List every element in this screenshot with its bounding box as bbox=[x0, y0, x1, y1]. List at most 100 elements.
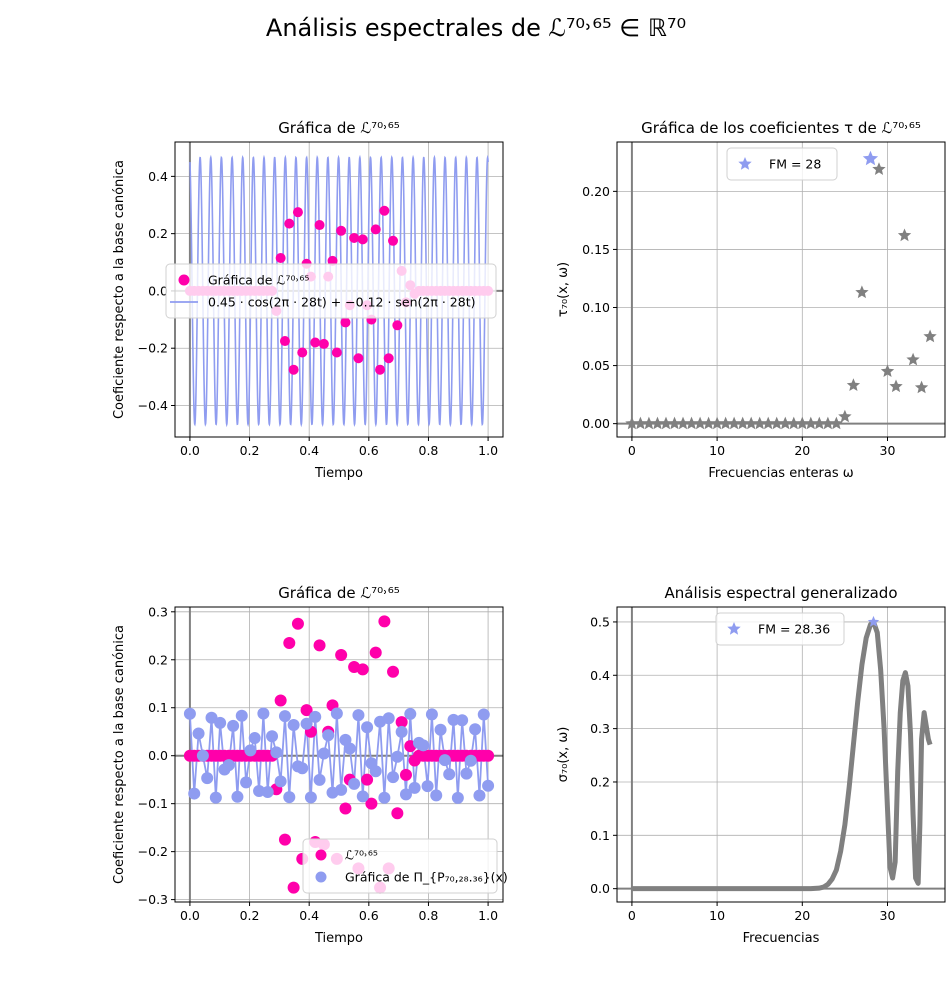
y-tick-label: 0.3 bbox=[590, 721, 610, 736]
legend-marker-dot bbox=[178, 274, 190, 286]
x-tick-label: 0.2 bbox=[240, 908, 260, 923]
data-point bbox=[335, 648, 348, 661]
data-point-projection bbox=[369, 765, 382, 778]
x-axis-label: Frecuencias bbox=[743, 931, 820, 946]
highlight-star bbox=[862, 150, 879, 166]
data-point-star bbox=[753, 416, 767, 430]
data-point-projection bbox=[183, 707, 196, 720]
data-point-star bbox=[744, 416, 758, 430]
data-point-star bbox=[812, 416, 826, 430]
data-point bbox=[327, 255, 338, 266]
data-point-projection bbox=[361, 721, 374, 734]
data-point bbox=[340, 317, 351, 328]
data-point bbox=[314, 220, 325, 231]
y-tick-label: −0.4 bbox=[138, 398, 168, 413]
data-point-projection bbox=[196, 749, 209, 762]
data-point-star bbox=[650, 416, 665, 430]
x-tick-label: 20 bbox=[794, 908, 810, 923]
data-point-projection bbox=[451, 791, 464, 804]
plot-area bbox=[183, 615, 495, 894]
plot-area bbox=[631, 615, 933, 892]
plot-title: Análisis espectral generalizado bbox=[664, 584, 897, 602]
data-point-projection bbox=[399, 788, 412, 801]
data-point-star bbox=[804, 416, 818, 430]
data-point bbox=[353, 353, 364, 364]
axes-frame bbox=[174, 606, 504, 903]
data-point-projection bbox=[261, 786, 274, 799]
data-point-projection bbox=[231, 790, 244, 803]
data-point-projection bbox=[300, 717, 313, 730]
data-point bbox=[275, 252, 286, 263]
data-point-projection bbox=[417, 739, 430, 752]
data-point bbox=[370, 224, 381, 235]
data-point-projection bbox=[421, 780, 434, 793]
y-tick-label: 0.00 bbox=[582, 416, 610, 431]
data-point bbox=[361, 773, 374, 786]
data-point-projection bbox=[287, 719, 300, 732]
data-point-projection bbox=[266, 730, 279, 743]
data-point-star bbox=[855, 285, 869, 299]
data-point-projection bbox=[317, 747, 330, 760]
x-tick-label: 1.0 bbox=[478, 443, 498, 458]
data-point-projection bbox=[309, 710, 322, 723]
y-tick-label: 0.2 bbox=[148, 652, 168, 667]
data-point-projection bbox=[322, 729, 335, 742]
data-point-projection bbox=[438, 754, 451, 767]
legend-marker-star bbox=[738, 157, 752, 170]
x-tick-label: 0 bbox=[628, 908, 636, 923]
data-point bbox=[274, 694, 287, 707]
data-point-star bbox=[676, 416, 690, 430]
data-point bbox=[288, 364, 299, 375]
x-tick-label: 0.4 bbox=[299, 908, 319, 923]
data-point bbox=[387, 665, 400, 678]
legend-box bbox=[165, 263, 497, 319]
data-point-projection bbox=[469, 723, 482, 736]
data-point-projection bbox=[248, 732, 261, 745]
x-tick-label: 10 bbox=[709, 443, 725, 458]
plot-p1: 0.0 0.2 0.4 0.6 0.8 1.0 −0.4 −0.2 0.0 0.2 0.4 Gráfi… bbox=[112, 119, 504, 481]
data-point-star bbox=[872, 162, 886, 175]
data-point-projection bbox=[378, 791, 391, 804]
legend-marker-star bbox=[727, 622, 741, 635]
legend-box bbox=[726, 147, 838, 181]
data-point bbox=[318, 338, 329, 349]
data-point-star bbox=[770, 416, 784, 430]
data-point-projection bbox=[283, 791, 296, 804]
y-axis-label: σ₇₀(x, ω) bbox=[556, 727, 571, 783]
data-point-projection bbox=[214, 716, 227, 729]
y-tick-label: 0.0 bbox=[590, 881, 610, 896]
data-point-star bbox=[633, 416, 648, 430]
y-tick-label: 0.10 bbox=[582, 300, 610, 315]
data-point-star bbox=[727, 416, 741, 430]
legend-label: 0.45 · cos(2π · 28t) + −0.12 · sen(2π · … bbox=[208, 295, 475, 310]
data-point-star bbox=[736, 416, 750, 430]
axes-frame bbox=[616, 141, 946, 438]
data-point bbox=[383, 353, 394, 364]
data-point-projection bbox=[335, 783, 348, 796]
data-point-projection bbox=[456, 714, 469, 727]
y-tick-label: 0.1 bbox=[590, 828, 610, 843]
data-point bbox=[391, 807, 404, 820]
data-point-projection bbox=[425, 708, 438, 721]
data-point-projection bbox=[352, 709, 365, 722]
data-point-star bbox=[914, 380, 929, 394]
data-point-projection bbox=[464, 754, 477, 767]
data-point bbox=[300, 704, 313, 717]
data-point-projection bbox=[313, 773, 326, 786]
data-point bbox=[369, 646, 382, 659]
data-point-star bbox=[625, 416, 639, 430]
data-point-projection bbox=[443, 768, 456, 781]
y-tick-label: 0.4 bbox=[148, 169, 168, 184]
data-point-star bbox=[838, 409, 852, 423]
data-point-star bbox=[659, 416, 673, 430]
data-point-star bbox=[761, 416, 775, 430]
data-point-projection bbox=[460, 767, 473, 780]
data-point-star bbox=[897, 228, 912, 242]
data-point-projection bbox=[222, 759, 235, 772]
x-tick-label: 0.8 bbox=[419, 443, 439, 458]
x-tick-label: 20 bbox=[794, 443, 810, 458]
data-point-star bbox=[787, 416, 801, 430]
data-point-projection bbox=[382, 712, 395, 725]
x-axis-label: Tiempo bbox=[314, 466, 363, 481]
